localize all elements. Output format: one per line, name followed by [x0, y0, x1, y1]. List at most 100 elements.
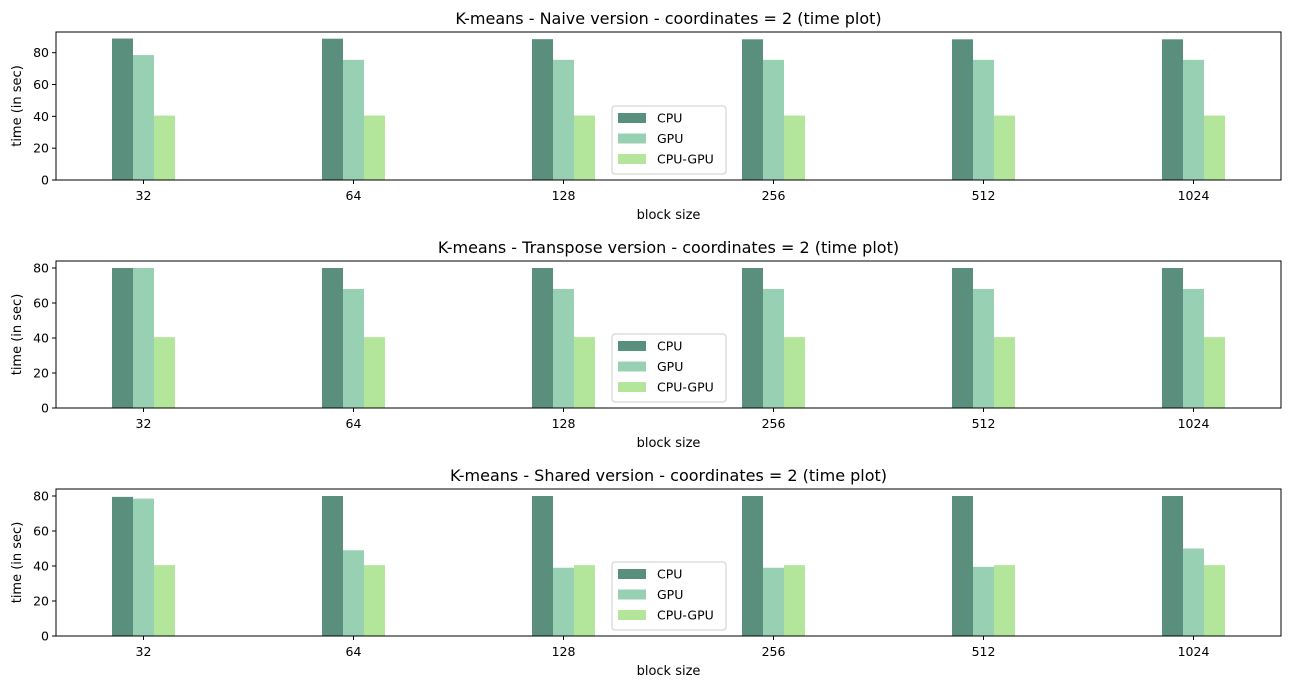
chart-panel-2: K-means - Transpose version - coordinate… — [10, 238, 1282, 451]
bar-cpu-32 — [112, 268, 133, 408]
bar-gpu-128 — [553, 567, 574, 636]
bar-gpu-512 — [973, 566, 994, 636]
bar-cpu-gpu-512 — [994, 115, 1015, 180]
bar-cpu-512 — [952, 268, 973, 408]
bar-cpu-gpu-512 — [994, 565, 1015, 636]
x-tick-label: 64 — [346, 188, 362, 203]
y-tick-label: 60 — [33, 77, 49, 92]
x-tick-label: 256 — [762, 188, 786, 203]
bar-gpu-128 — [553, 289, 574, 408]
bar-gpu-1024 — [1183, 548, 1204, 636]
x-axis-label: block size — [637, 208, 701, 223]
bar-cpu-32 — [112, 38, 133, 180]
bar-cpu-1024 — [1162, 496, 1183, 636]
chart-title: K-means - Shared version - coordinates =… — [450, 466, 887, 485]
bar-cpu-gpu-1024 — [1204, 115, 1225, 180]
bar-gpu-256 — [763, 59, 784, 181]
y-tick-label: 40 — [33, 559, 49, 574]
y-axis-label: time (in sec) — [10, 522, 25, 604]
bar-cpu-128 — [532, 39, 553, 181]
bar-cpu-32 — [112, 496, 133, 636]
legend-swatch-cpu-gpu — [618, 154, 646, 164]
bar-cpu-gpu-512 — [994, 337, 1015, 408]
bar-gpu-1024 — [1183, 289, 1204, 408]
bar-cpu-gpu-256 — [784, 337, 805, 408]
x-tick-label: 256 — [762, 416, 786, 431]
y-tick-label: 40 — [33, 109, 49, 124]
x-axis-label: block size — [637, 664, 701, 679]
y-tick-label: 40 — [33, 331, 49, 346]
y-tick-label: 80 — [33, 489, 49, 504]
bar-cpu-gpu-256 — [784, 115, 805, 180]
bar-cpu-256 — [742, 39, 763, 180]
bar-cpu-1024 — [1162, 39, 1183, 180]
legend-label-cpu-gpu: CPU-GPU — [657, 152, 714, 167]
legend: CPU GPU CPU-GPU — [611, 561, 727, 631]
x-tick-label: 64 — [346, 416, 362, 431]
bar-cpu-gpu-32 — [154, 115, 175, 180]
legend-label-cpu: CPU — [657, 339, 682, 354]
bar-gpu-512 — [973, 59, 994, 181]
bar-cpu-gpu-128 — [574, 115, 595, 180]
chart-title: K-means - Naive version - coordinates = … — [455, 9, 881, 28]
bar-cpu-128 — [532, 268, 553, 408]
y-tick-label: 60 — [33, 296, 49, 311]
bar-cpu-gpu-128 — [574, 565, 595, 636]
bar-gpu-256 — [763, 567, 784, 636]
bar-cpu-64 — [322, 38, 343, 181]
legend-swatch-cpu-gpu — [618, 382, 646, 392]
y-tick-label: 80 — [33, 261, 49, 276]
legend: CPU GPU CPU-GPU — [611, 333, 727, 403]
bar-cpu-64 — [322, 268, 343, 408]
y-tick-label: 20 — [33, 366, 49, 381]
bar-gpu-1024 — [1183, 59, 1204, 181]
x-tick-label: 32 — [136, 188, 152, 203]
bar-gpu-32 — [133, 55, 154, 180]
bar-cpu-gpu-32 — [154, 565, 175, 636]
bar-gpu-64 — [343, 550, 364, 636]
bar-cpu-gpu-1024 — [1204, 565, 1225, 636]
legend-swatch-cpu — [618, 569, 646, 579]
legend-label-cpu-gpu: CPU-GPU — [657, 608, 714, 623]
y-tick-label: 20 — [33, 141, 49, 156]
axes-frame — [55, 488, 1282, 637]
x-tick-label: 512 — [972, 416, 996, 431]
x-tick-label: 32 — [136, 416, 152, 431]
y-axis-label: time (in sec) — [10, 65, 25, 147]
bar-cpu-gpu-64 — [364, 337, 385, 408]
y-tick-label: 0 — [41, 629, 49, 644]
x-tick-label: 128 — [552, 416, 576, 431]
legend-label-cpu: CPU — [657, 111, 682, 126]
bar-gpu-512 — [973, 289, 994, 408]
x-tick-label: 512 — [972, 188, 996, 203]
bar-cpu-512 — [952, 39, 973, 180]
x-tick-label: 128 — [552, 644, 576, 659]
y-tick-label: 20 — [33, 594, 49, 609]
x-tick-label: 512 — [972, 644, 996, 659]
bar-cpu-gpu-64 — [364, 115, 385, 180]
y-tick-label: 0 — [41, 173, 49, 188]
x-axis-label: block size — [637, 436, 701, 451]
x-tick-label: 1024 — [1178, 416, 1210, 431]
x-tick-label: 128 — [552, 188, 576, 203]
x-tick-label: 1024 — [1178, 644, 1210, 659]
x-tick-label: 256 — [762, 644, 786, 659]
legend-swatch-cpu — [618, 113, 646, 123]
bar-cpu-gpu-256 — [784, 565, 805, 636]
bar-cpu-256 — [742, 496, 763, 636]
bar-cpu-gpu-64 — [364, 565, 385, 636]
bar-gpu-32 — [133, 498, 154, 636]
bar-cpu-64 — [322, 496, 343, 636]
bar-gpu-64 — [343, 59, 364, 181]
x-tick-label: 64 — [346, 644, 362, 659]
legend-swatch-cpu-gpu — [618, 610, 646, 620]
legend-label-cpu: CPU — [657, 567, 682, 582]
chart-title: K-means - Transpose version - coordinate… — [438, 238, 899, 257]
legend-label-gpu: GPU — [657, 131, 683, 146]
bar-gpu-256 — [763, 289, 784, 408]
legend-swatch-gpu — [618, 361, 646, 372]
y-tick-label: 80 — [33, 45, 49, 60]
bar-cpu-gpu-32 — [154, 337, 175, 408]
axes-frame — [55, 31, 1282, 181]
